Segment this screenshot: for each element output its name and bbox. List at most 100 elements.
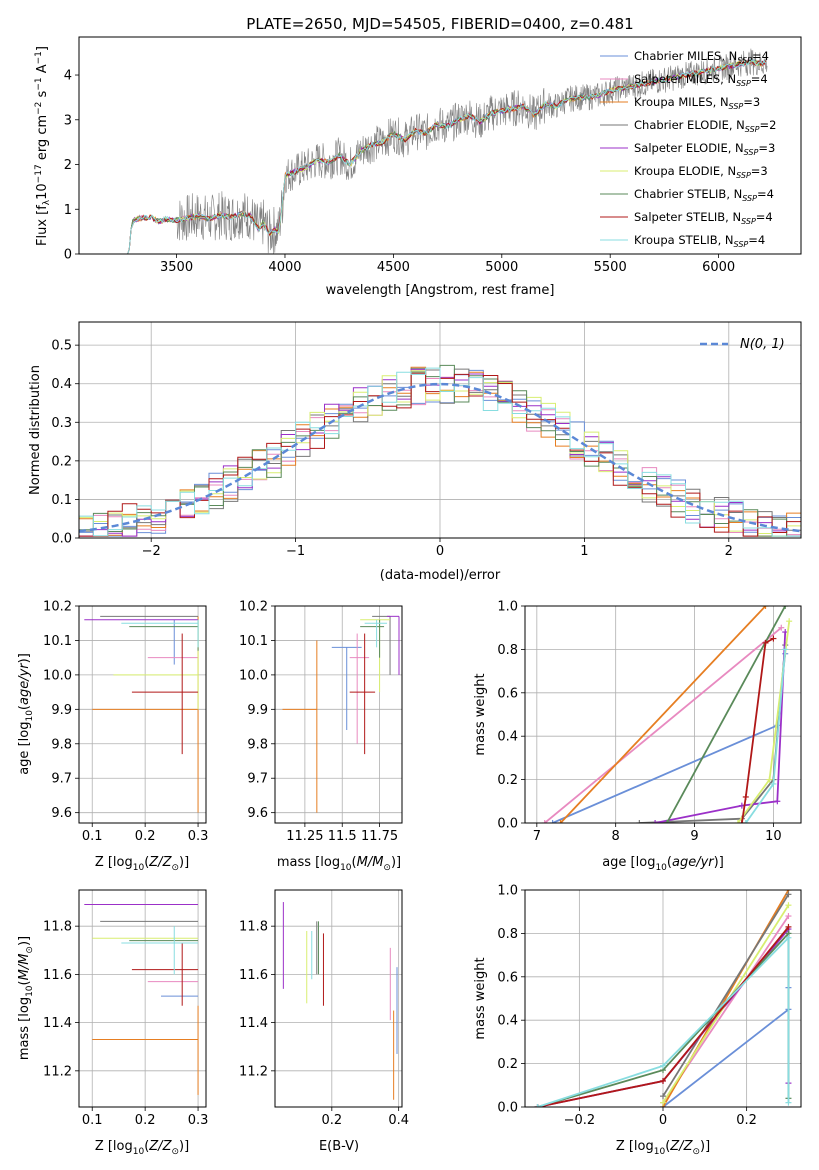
y-axis-label: Normed distribution [28,365,43,495]
model-line-kroupa-elodie [122,59,767,254]
panel-spectrum: 3500 4000 4500 5000 5500 6000 0 1 2 3 4 Chabrier MI… [34,36,802,298]
x-tick-label: 0.2 [736,1113,757,1128]
axes-frame [78,321,802,539]
y-tick-label: 0.3 [51,416,72,431]
x-axis-label: E(B-V) [319,1139,359,1154]
y-tick-label: 0.2 [497,1057,518,1072]
legend-entry: Chabrier STELIB, NSSP=4 [634,187,774,203]
y-tick-label: 9.9 [247,703,268,718]
gaussian-curve [79,382,801,533]
panel-mass-weight-vs-Z: −0.2 0 0.2 0.0 0.2 0.4 0.6 0.8 1.0 Z [log10(Z/Z⊙)… [473,884,802,1157]
y-tick-label: 1 [64,203,72,218]
y-tick-label: 0.2 [51,454,72,469]
y-tick-label: 9.8 [247,737,268,752]
x-tick-label: 0.3 [188,1113,209,1128]
y-tick-label: 0 [64,248,72,263]
x-tick-label: 0 [436,544,444,559]
y-tick-label: 9.9 [51,703,72,718]
mass-weight-line-chabrier-elodie [639,645,787,823]
plot-area [282,902,398,1100]
y-tick-label: 0.6 [497,686,518,701]
y-axis-label: mass [log10(M/M⊙)] [17,936,35,1060]
x-tick-label: 0.4 [388,1113,409,1128]
y-tick-label: 11.8 [239,920,268,935]
y-tick-label: 10.0 [43,668,72,683]
legend-entry: Kroupa MILES, NSSP=3 [634,95,760,111]
plot-area [84,615,199,813]
x-tick-label: 0.2 [135,1113,156,1128]
mass-weight-line-kroupa-miles [559,606,767,823]
model-line-salpeter-stelib [122,59,767,254]
x-axis-label: Z [log10(Z/Z⊙)] [95,855,189,873]
y-tick-label: 2 [64,158,72,173]
x-tick-label: 2 [725,544,733,559]
mass-weight-line-chabrier-miles [552,653,787,823]
y-tick-label: 10.2 [43,600,72,615]
x-tick-label: 0.1 [82,1113,103,1128]
mass-weight-line-kroupa-stelib [537,935,790,1107]
model-line-kroupa-stelib [122,58,767,254]
y-tick-label: 0.6 [497,970,518,985]
x-tick-label: 6000 [702,260,735,275]
legend-entry: N(0, 1) [740,337,785,352]
mass-weight-line-salpeter-miles [544,627,782,823]
plot-area [282,615,400,813]
x-tick-label: −0.2 [564,1113,596,1128]
y-tick-label: 0.5 [51,339,72,354]
x-tick-label: 4000 [268,260,301,275]
y-tick-label: 0.4 [497,730,518,745]
plots-layer: 3500 4000 4500 5000 5500 6000 0 1 2 3 4 Chabrier MI… [17,36,802,1157]
x-axis-label: mass [log10(M/M⊙)] [277,855,401,873]
y-tick-label: 0.4 [497,1014,518,1029]
x-tick-label: 9 [690,829,698,844]
axes-frame [78,605,207,824]
panel-age-vs-mass: 11.25 11.5 11.75 9.6 9.7 9.8 9.9 10.0 10.1 10.2 ma… [239,600,403,873]
model-line-chabrier-elodie [122,60,767,254]
y-tick-label: 0.8 [497,643,518,658]
y-tick-label: 0.4 [51,377,72,392]
x-tick-label: 5500 [594,260,627,275]
x-tick-label: 11.25 [286,829,323,844]
axes-frame [524,605,802,824]
legend-entry: Salpeter ELODIE, NSSP=3 [634,141,775,157]
model-line-salpeter-elodie [122,59,767,254]
spectrum-legend: Chabrier MILES, NSSP=4 Salpeter MILES, NS… [600,49,776,249]
histogram-kroupa-stelib [79,367,801,537]
legend-entry: Salpeter MILES, NSSP=4 [634,72,768,88]
x-tick-label: 10 [765,829,782,844]
y-tick-label: 9.8 [51,737,72,752]
x-axis-label: (data-model)/error [380,568,501,583]
y-tick-label: 10.0 [239,668,268,683]
model-line-kroupa-miles [122,60,767,254]
plot-area [541,606,793,823]
y-tick-label: 11.8 [43,920,72,935]
histogram-kroupa-elodie [79,370,801,537]
y-tick-label: 0.8 [497,927,518,942]
x-tick-label: 1 [580,544,588,559]
x-tick-label: 8 [612,829,620,844]
x-tick-label: 7 [533,829,541,844]
y-tick-label: 3 [64,113,72,128]
mass-weight-line-chabrier-elodie [662,893,790,1097]
observed-spectrum-line [176,48,768,254]
y-tick-label: 11.2 [43,1064,72,1079]
y-tick-label: 9.6 [51,806,72,821]
x-tick-label: 0.3 [188,829,209,844]
panel-age-vs-Z: 0.1 0.2 0.3 9.6 9.7 9.8 9.9 10.0 10.1 10.2 Z [log1… [17,600,208,874]
legend-entry: Salpeter STELIB, NSSP=4 [634,210,773,226]
plot-area [122,48,768,254]
x-tick-label: 0.2 [321,1113,342,1128]
y-axis-label: age [log10(age/yr)] [17,653,35,775]
x-axis-label: Z [log10(Z/Z⊙)] [616,1139,710,1157]
x-axis-label: age [log10(age/yr)] [602,855,724,873]
plot-area [534,890,792,1107]
panel-mass-vs-Z: 0.1 0.2 0.3 11.2 11.4 11.6 11.8 Z [log10(Z/Z⊙)]… [17,889,209,1157]
axes-frame [78,36,802,255]
panel-residuals: −2 −1 0 1 2 0.0 0.1 0.2 0.3 0.4 0.5 N(0, 1) (data-mo… [28,321,802,583]
y-tick-label: 10.1 [43,634,72,649]
y-axis-label: mass weight [473,957,488,1039]
y-axis-label: mass weight [473,673,488,755]
y-tick-label: 1.0 [497,884,518,899]
y-tick-label: 0.0 [51,532,72,547]
